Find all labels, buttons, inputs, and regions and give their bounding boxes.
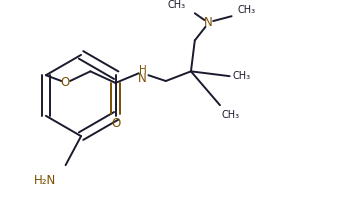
Text: CH₃: CH₃ (237, 5, 255, 15)
Text: N: N (204, 17, 213, 29)
Text: CH₃: CH₃ (222, 110, 240, 120)
Text: CH₃: CH₃ (167, 0, 185, 10)
Text: O: O (61, 76, 70, 89)
Text: N: N (138, 72, 147, 85)
Text: H: H (139, 65, 146, 75)
Text: CH₃: CH₃ (233, 71, 251, 81)
Text: O: O (111, 117, 120, 130)
Text: H₂N: H₂N (34, 174, 56, 187)
